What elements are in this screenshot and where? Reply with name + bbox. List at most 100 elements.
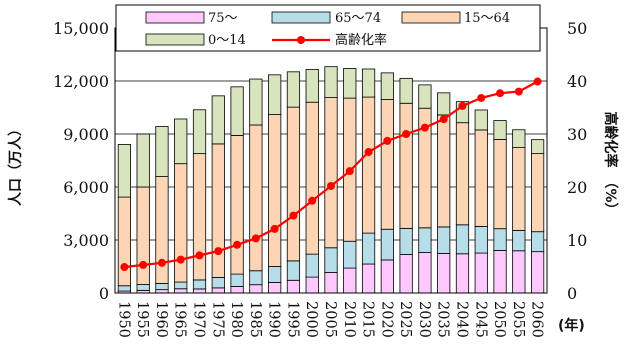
x-tick-label: 1950 <box>115 301 131 338</box>
bar-segment <box>117 285 131 292</box>
bar-segment <box>136 133 150 188</box>
legend-item-65-74: 65～74 <box>271 11 381 26</box>
y-tick-label: 6,000 <box>63 178 109 197</box>
bar-segment <box>211 143 225 278</box>
bar-segment <box>512 230 526 252</box>
bar-segment <box>192 279 207 290</box>
bar-segment <box>418 252 432 294</box>
y2-tick-label: 10 <box>567 231 587 250</box>
bar-segment <box>305 253 319 278</box>
bar-segment <box>437 92 451 116</box>
bar-segment <box>286 106 301 262</box>
bar-segment <box>474 225 488 254</box>
x-tick-label: 1980 <box>228 301 244 338</box>
x-tick-label: 2060 <box>529 301 545 338</box>
x-tick-label: 2020 <box>378 301 394 338</box>
y2-tick-label: 0 <box>567 284 577 303</box>
bar-segment <box>249 78 263 126</box>
bar-segment <box>249 124 263 272</box>
aging-rate-point <box>157 258 166 267</box>
bar-segment <box>117 144 131 198</box>
bar-segment <box>361 263 376 294</box>
bar-segment <box>268 281 282 294</box>
bar-segment <box>361 68 376 98</box>
aging-rate-point <box>439 115 448 124</box>
bar-segment <box>437 114 451 228</box>
x-tick-label: 2000 <box>303 301 319 338</box>
bar-segment <box>192 153 207 281</box>
bar-segment <box>531 251 545 294</box>
y2-tick-label: 20 <box>567 178 587 197</box>
bar-segment <box>211 277 225 289</box>
bar-segment <box>437 226 451 254</box>
bar-segment <box>155 176 169 284</box>
bar-segment <box>174 281 188 290</box>
bar-segment <box>512 129 526 149</box>
bar-segment <box>324 272 338 294</box>
x-tick-label: 1955 <box>134 301 150 338</box>
y-tick-label: 9,000 <box>63 125 109 144</box>
bar-segment <box>531 153 545 233</box>
bar-segment <box>512 147 526 231</box>
bar-segment <box>343 267 357 294</box>
legend-item-75plus: 75～ <box>145 11 238 26</box>
aging-rate-point <box>533 77 542 86</box>
bar-segment <box>493 250 507 294</box>
bar-segment <box>324 97 338 249</box>
legend-label-65-74: 65～74 <box>335 11 381 26</box>
x-tick-label: 2030 <box>416 301 432 338</box>
aging-rate-point <box>477 93 486 102</box>
legend: 75～ 65～74 15～64 0～14 高齢化率 <box>115 4 541 52</box>
legend-marker-aging-rate <box>297 36 305 44</box>
x-tick-label: 2040 <box>453 301 469 338</box>
aging-rate-point <box>308 196 317 205</box>
bar-segment <box>249 284 263 294</box>
x-tick-label: 2015 <box>360 301 376 338</box>
bar-segment <box>399 227 413 255</box>
aging-rate-point <box>458 101 467 110</box>
aging-rate-point <box>139 260 148 269</box>
bar-segment <box>493 120 507 140</box>
aging-rate-point <box>251 234 260 243</box>
aging-rate-point <box>496 89 505 98</box>
x-tick-label: 1970 <box>191 301 207 338</box>
bar-segment <box>531 231 545 253</box>
bar-segment <box>437 253 451 294</box>
bar-segment <box>380 72 394 100</box>
y-tick-label: 3,000 <box>63 231 109 250</box>
x-tick-label: 1965 <box>172 301 188 338</box>
bar-segment <box>305 276 319 294</box>
x-tick-label: 1985 <box>247 301 263 338</box>
bar-segment <box>174 118 188 165</box>
bar-segment <box>324 66 338 99</box>
x-tick-label: 1975 <box>209 301 225 338</box>
aging-rate-point <box>327 181 335 190</box>
bar-segment <box>117 196 131 287</box>
y-axis-title: 人口（万人） <box>7 122 24 206</box>
bar-segment <box>361 96 376 234</box>
bar-segment <box>455 122 470 226</box>
x-axis-unit: (年) <box>558 317 585 334</box>
x-tick-label: 2050 <box>491 301 507 338</box>
right-axis-ticks: 0 10 20 30 40 50 <box>567 19 587 303</box>
bar-segment <box>268 74 282 115</box>
y-tick-label: 12,000 <box>53 72 109 91</box>
x-tick-label: 2035 <box>435 301 451 338</box>
bar-segment <box>286 71 301 108</box>
x-tick-label: 1960 <box>153 301 169 338</box>
bar-segment <box>474 109 488 131</box>
bar-segment <box>380 99 394 230</box>
y-tick-label: 0 <box>99 284 109 303</box>
bar-segment <box>268 114 282 267</box>
bar-segment <box>493 228 507 251</box>
legend-item-0-14: 0～14 <box>145 33 246 48</box>
bar-segment <box>136 284 150 291</box>
aging-rate-point <box>120 263 129 272</box>
bar-segment <box>192 288 207 294</box>
aging-rate-point <box>233 240 242 249</box>
bar-segment <box>174 163 188 283</box>
x-tick-label: 2055 <box>510 301 526 338</box>
x-tick-label: 2005 <box>322 301 338 338</box>
bar-segment <box>399 77 413 104</box>
aging-rate-point <box>402 130 411 138</box>
